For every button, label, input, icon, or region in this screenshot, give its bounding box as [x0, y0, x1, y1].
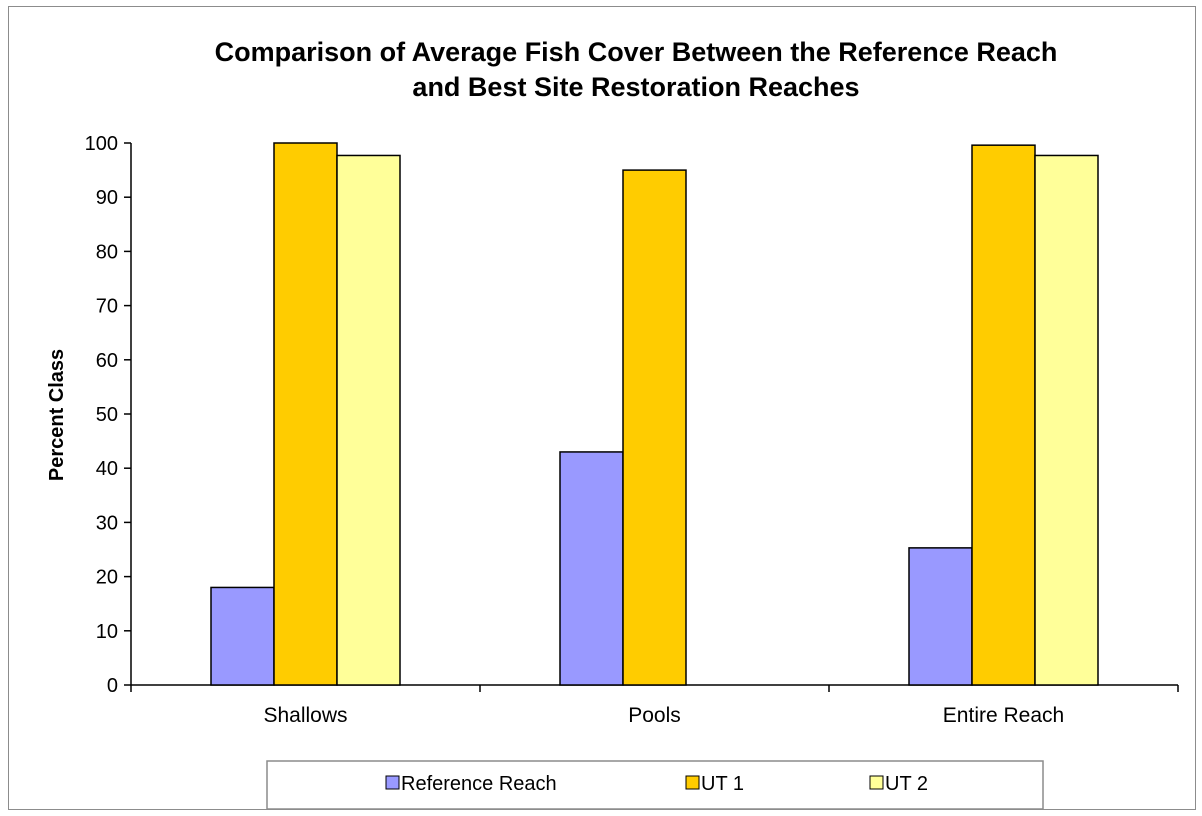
y-tick-label: 90 [96, 187, 118, 209]
legend-label-ut-2: UT 2 [885, 773, 928, 795]
bar-ut-1-shallows [273, 142, 338, 686]
y-tick-label: 80 [96, 241, 118, 263]
bar-reference-reach-entire-reach [908, 547, 973, 686]
legend-swatch-ut-2 [869, 775, 884, 790]
y-tick-label: 20 [96, 567, 118, 589]
chart-title-line-2: and Best Site Restoration Reaches [412, 72, 859, 102]
plot-area: 0 10 20 30 40 50 60 70 80 90 100 Shallows Pools Entir… [85, 133, 1179, 727]
legend-label-reference-reach: Reference Reach [401, 773, 557, 795]
x-category-label: Entire Reach [943, 704, 1064, 727]
y-axis-label: Percent Class [46, 349, 68, 481]
y-tick-label: 40 [96, 458, 118, 480]
bar-reference-reach-shallows [210, 586, 275, 686]
y-tick-label: 50 [96, 404, 118, 426]
bar-ut-2-shallows [336, 154, 401, 686]
y-tick-label: 100 [85, 133, 118, 155]
bar-ut-1-entire-reach [971, 144, 1036, 686]
y-tick-label: 0 [107, 675, 118, 697]
bar-ut-1-pools [622, 169, 687, 686]
bar-reference-reach-pools [559, 451, 624, 686]
legend-swatch-reference-reach [385, 775, 400, 790]
x-category-label: Shallows [263, 704, 347, 727]
y-tick-label: 30 [96, 512, 118, 534]
legend-label-ut-1: UT 1 [701, 773, 744, 795]
legend-swatch-ut-1 [685, 775, 700, 790]
y-tick-label: 60 [96, 350, 118, 372]
y-tick-label: 70 [96, 296, 118, 318]
chart-title-line-1: Comparison of Average Fish Cover Between… [215, 37, 1058, 67]
bar-ut-2-entire-reach [1034, 154, 1099, 686]
x-category-label: Pools [628, 704, 681, 727]
legend: Reference Reach UT 1 UT 2 [266, 760, 1044, 810]
y-tick-label: 10 [96, 621, 118, 643]
